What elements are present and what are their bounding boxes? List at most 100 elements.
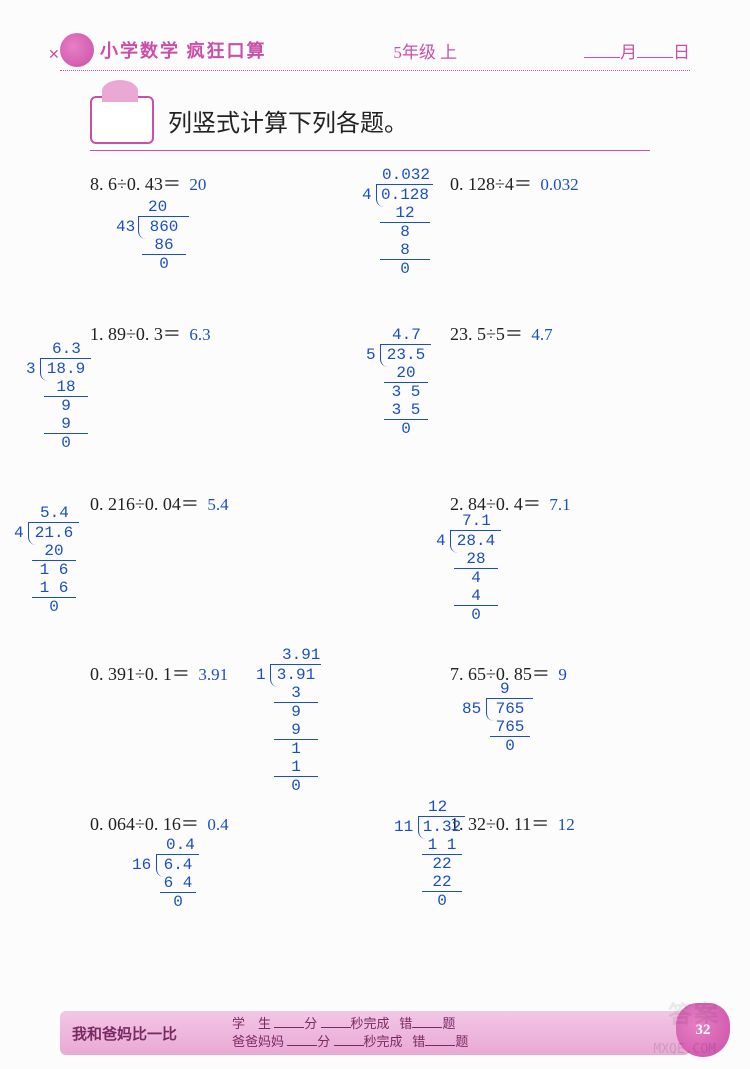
- w2-step-2: 8: [380, 241, 430, 259]
- w4-step-3: 0: [384, 420, 428, 438]
- w2-dividend: 0.128: [380, 186, 430, 204]
- problem-4-expr: 23. 5÷5＝: [450, 324, 523, 344]
- wrong-unit-2: 题: [455, 1034, 468, 1049]
- student-min-blank[interactable]: [274, 1027, 304, 1028]
- w9-step-0: 6 4: [160, 874, 196, 892]
- w3-step-1: 9: [44, 397, 88, 415]
- w1-work: 860 86 0: [142, 218, 186, 273]
- w1-quotient: 20: [148, 198, 167, 216]
- w3-quotient: 6.3: [52, 340, 81, 358]
- problem-10: 1. 32÷0. 11＝ 12: [450, 810, 575, 836]
- day-label: 日: [673, 43, 690, 62]
- footer-stats: 学 生 分 秒完成 错题 爸爸妈妈 分 秒完成 错题: [232, 1015, 678, 1051]
- w3-step-3: 0: [44, 434, 88, 452]
- w5-step-2: 1 6: [32, 579, 76, 597]
- w6-quotient: 7.1: [462, 512, 491, 530]
- w7-step-1: 9: [274, 703, 318, 721]
- w10-dividend: 1.32: [422, 818, 462, 836]
- w9-work: 6.4 6 4 0: [160, 856, 196, 911]
- parents-min-blank[interactable]: [287, 1045, 317, 1046]
- w3-dividend: 18.9: [44, 360, 88, 378]
- w7-quotient: 3.91: [282, 646, 320, 664]
- w6-step-2: 4: [454, 587, 498, 605]
- w7-dividend: 3.91: [274, 666, 318, 684]
- problem-5-ans: 5.4: [207, 495, 228, 514]
- unit-min-1: 分: [304, 1016, 317, 1031]
- problem-1: 8. 6÷0. 43＝ 20: [90, 170, 206, 196]
- footer-compare-label: 我和爸妈比一比: [72, 1023, 232, 1044]
- problem-10-ans: 12: [558, 815, 575, 834]
- w8-step-0: 765: [490, 718, 530, 736]
- problem-2: 0. 128÷4＝ 0.032: [450, 170, 579, 196]
- w4-dividend: 23.5: [384, 346, 428, 364]
- problem-7-ans: 3.91: [198, 665, 228, 684]
- problem-3-expr: 1. 89÷0. 3＝: [90, 324, 181, 344]
- w8-work: 765 765 0: [490, 700, 530, 755]
- page-footer: 我和爸妈比一比 学 生 分 秒完成 错题 爸爸妈妈 分 秒完成 错题: [60, 1011, 690, 1055]
- month-blank[interactable]: [584, 57, 620, 58]
- w6-dividend: 28.4: [454, 532, 498, 550]
- header-left: 小学数学 疯狂口算: [60, 33, 267, 67]
- wrong-label-1: 错: [399, 1016, 412, 1031]
- w10-step-2: 22: [422, 873, 462, 891]
- w2-step-3: 0: [380, 260, 430, 278]
- section-title: 列竖式计算下列各题。: [90, 96, 650, 151]
- w8-step-1: 0: [490, 737, 530, 755]
- problem-2-ans: 0.032: [540, 175, 578, 194]
- w4-step-1: 3 5: [384, 383, 428, 401]
- w10-step-1: 22: [422, 855, 462, 873]
- problem-4: 23. 5÷5＝ 4.7: [450, 320, 553, 346]
- w1-dividend: 860: [142, 218, 186, 236]
- day-blank[interactable]: [637, 57, 673, 58]
- blackboard-icon: [90, 96, 154, 144]
- problem-7: 0. 391÷0. 1＝ 3.91: [90, 660, 228, 686]
- w7-step-2: 9: [274, 721, 318, 739]
- page: 小学数学 疯狂口算 5年级 上 月日 列竖式计算下列各题。 8. 6÷0. 43…: [0, 0, 750, 1069]
- problem-1-expr: 8. 6÷0. 43＝: [90, 174, 181, 194]
- w3-work: 18.9 18 9 9 0: [44, 360, 88, 452]
- student-wrong-blank[interactable]: [412, 1027, 442, 1028]
- w9-step-1: 0: [160, 893, 196, 911]
- student-sec-blank[interactable]: [321, 1027, 351, 1028]
- w10-work: 1.32 1 1 22 22 0: [422, 818, 462, 910]
- w10-step-0: 1 1: [422, 836, 462, 854]
- w2-step-1: 8: [380, 223, 430, 241]
- page-header: 小学数学 疯狂口算 5年级 上 月日: [60, 30, 690, 71]
- w8-divisor: 85: [462, 700, 481, 718]
- problem-7-expr: 0. 391÷0. 1＝: [90, 664, 190, 684]
- wrong-unit-1: 题: [442, 1016, 455, 1031]
- w2-work: 0.128 12 8 8 0: [380, 186, 430, 278]
- w3-step-0: 18: [44, 378, 88, 396]
- w6-step-0: 28: [454, 550, 498, 568]
- problem-8-ans: 9: [558, 665, 567, 684]
- w4-work: 23.5 20 3 5 3 5 0: [384, 346, 428, 438]
- w4-divisor: 5: [366, 346, 376, 364]
- w9-quotient: 0.4: [166, 836, 195, 854]
- month-label: 月: [620, 43, 637, 62]
- wrong-label-2: 错: [412, 1034, 425, 1049]
- brand-title: 小学数学 疯狂口算: [100, 37, 267, 63]
- mascot-icon: [60, 33, 94, 67]
- w10-divisor: 11: [394, 818, 413, 836]
- problem-9: 0. 064÷0. 16＝ 0.4: [90, 810, 229, 836]
- w6-divisor: 4: [436, 532, 446, 550]
- w8-dividend: 765: [490, 700, 530, 718]
- footer-line-2: 爸爸妈妈 分 秒完成 错题: [232, 1033, 678, 1051]
- problem-1-ans: 20: [189, 175, 206, 194]
- date-field: 月日: [584, 38, 690, 63]
- footer-role-parents: 爸爸妈妈: [232, 1034, 284, 1049]
- problem-6-expr: 2. 84÷0. 4＝: [450, 494, 541, 514]
- w2-divisor: 4: [362, 186, 372, 204]
- parents-sec-blank[interactable]: [334, 1045, 364, 1046]
- w1-divisor: 43: [116, 218, 135, 236]
- w10-step-3: 0: [422, 892, 462, 910]
- parents-wrong-blank[interactable]: [425, 1045, 455, 1046]
- w7-step-3: 1: [274, 740, 318, 758]
- w7-work: 3.91 3 9 9 1 1 0: [274, 666, 318, 795]
- footer-role-student: 学 生: [232, 1016, 271, 1031]
- watermark-text: 答案: [667, 993, 720, 1030]
- problem-2-expr: 0. 128÷4＝: [450, 174, 532, 194]
- problem-3: 1. 89÷0. 3＝ 6.3: [90, 320, 211, 346]
- w9-dividend: 6.4: [160, 856, 196, 874]
- grade-label: 5年级 上: [393, 38, 457, 63]
